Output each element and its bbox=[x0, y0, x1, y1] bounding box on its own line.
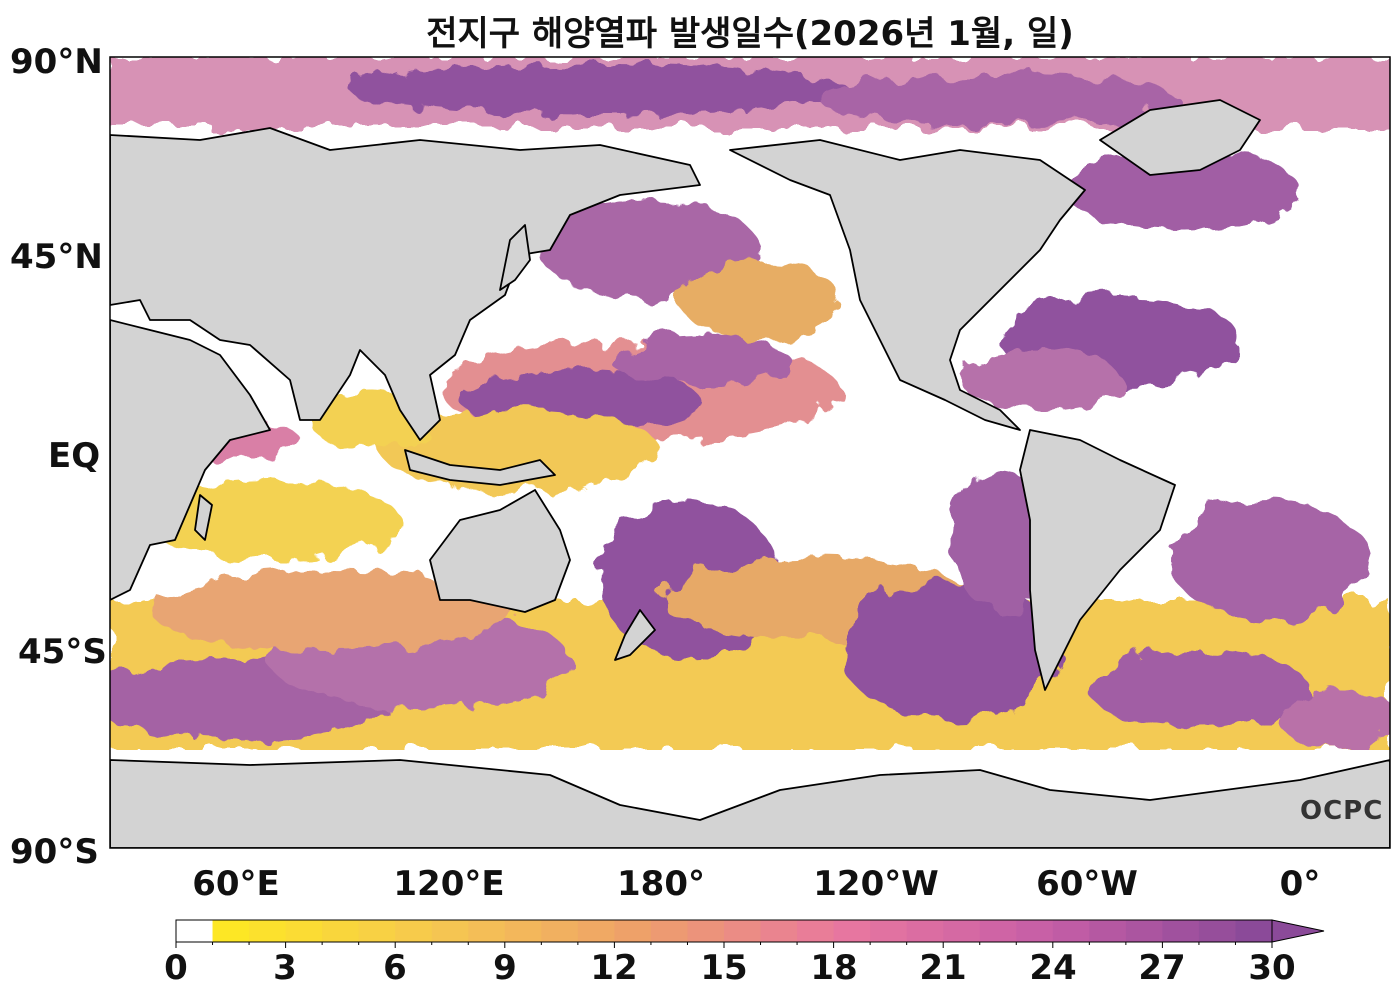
colorbar-segment bbox=[724, 920, 762, 942]
colorbar-segment bbox=[1052, 920, 1090, 942]
lon-label-0: 0° bbox=[1279, 864, 1321, 904]
lon-label-60e: 60°E bbox=[192, 864, 280, 904]
colorbar-extend-arrow bbox=[1271, 919, 1325, 943]
colorbar-segment bbox=[1089, 920, 1127, 942]
lat-label-90s: 90°S bbox=[10, 832, 99, 872]
new-zealand bbox=[614, 609, 656, 661]
colorbar-segment bbox=[760, 920, 798, 942]
colorbar-tick: 0 bbox=[164, 948, 188, 988]
colorbar-segment bbox=[614, 920, 652, 942]
lon-label-60w: 60°W bbox=[1036, 864, 1138, 904]
colorbar-tick: 24 bbox=[1029, 948, 1077, 988]
indonesia bbox=[404, 449, 556, 486]
map-frame-border bbox=[109, 56, 1391, 849]
north-america bbox=[729, 139, 1086, 431]
ocpc-logo: OCPC bbox=[1300, 796, 1384, 826]
colorbar-segment bbox=[541, 920, 579, 942]
colorbar-tick: 21 bbox=[919, 948, 967, 988]
japan bbox=[499, 224, 531, 291]
greenland bbox=[1099, 99, 1261, 176]
colorbar-segment bbox=[906, 920, 944, 942]
lon-label-120w: 120°W bbox=[813, 864, 939, 904]
colorbar-tick: 9 bbox=[493, 948, 517, 988]
south-america bbox=[1019, 429, 1176, 691]
colorbar-tick: 18 bbox=[810, 948, 858, 988]
colorbar-segment bbox=[943, 920, 981, 942]
heatwave-fields bbox=[110, 57, 1390, 750]
colorbar-segment bbox=[1162, 920, 1200, 942]
colorbar-tick: 6 bbox=[383, 948, 407, 988]
colorbar-segment bbox=[797, 920, 835, 942]
lon-label-120e: 120°E bbox=[393, 864, 505, 904]
colorbar-tick: 3 bbox=[273, 948, 297, 988]
lat-label-90n: 90°N bbox=[10, 42, 103, 82]
colorbar bbox=[175, 919, 1325, 948]
colorbar-tick: 12 bbox=[590, 948, 638, 988]
colorbar-segment bbox=[212, 920, 250, 942]
colorbar-segment bbox=[687, 920, 725, 942]
colorbar-segment bbox=[577, 920, 615, 942]
lat-label-45s: 45°S bbox=[18, 632, 107, 672]
lat-label-eq: EQ bbox=[48, 436, 101, 476]
colorbar-segment bbox=[395, 920, 433, 942]
colorbar-segment bbox=[870, 920, 908, 942]
colorbar-segment bbox=[322, 920, 360, 942]
colorbar-segment bbox=[358, 920, 396, 942]
colorbar-tick: 15 bbox=[700, 948, 748, 988]
colorbar-segment bbox=[468, 920, 506, 942]
land-masses bbox=[110, 99, 1390, 848]
australia bbox=[429, 489, 571, 613]
colorbar-tick: 30 bbox=[1248, 948, 1296, 988]
colorbar-segment bbox=[504, 920, 542, 942]
map-title: 전지구 해양열파 발생일수(2026년 1월, 일) bbox=[426, 14, 1074, 54]
lon-label-180: 180° bbox=[617, 864, 705, 904]
colorbar-segment bbox=[650, 920, 688, 942]
colorbar-segment bbox=[1125, 920, 1163, 942]
colorbar-segment bbox=[979, 920, 1017, 942]
eurasia-africa bbox=[110, 127, 701, 441]
lat-label-45n: 45°N bbox=[10, 237, 103, 277]
colorbar-segment bbox=[1016, 920, 1054, 942]
colorbar-segment bbox=[1198, 920, 1236, 942]
colorbar-segment bbox=[431, 920, 469, 942]
colorbar-segment bbox=[833, 920, 871, 942]
colorbar-segment bbox=[1235, 920, 1273, 942]
antarctica bbox=[110, 759, 1390, 848]
colorbar-tick: 27 bbox=[1138, 948, 1186, 988]
africa bbox=[110, 319, 271, 601]
madagascar bbox=[194, 494, 213, 541]
colorbar-segment bbox=[176, 920, 214, 942]
colorbar-segment bbox=[285, 920, 323, 942]
colorbar-segment bbox=[249, 920, 287, 942]
